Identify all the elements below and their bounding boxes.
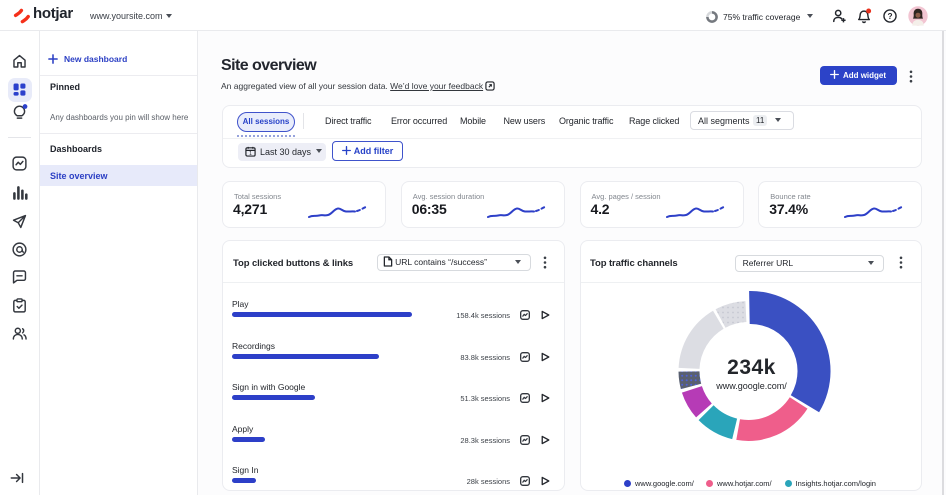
svg-text:?: ? bbox=[887, 11, 892, 21]
svg-text:www.google.com/: www.google.com/ bbox=[715, 381, 787, 391]
svg-text:1: 1 bbox=[249, 151, 252, 157]
svg-text:234k: 234k bbox=[727, 356, 776, 379]
